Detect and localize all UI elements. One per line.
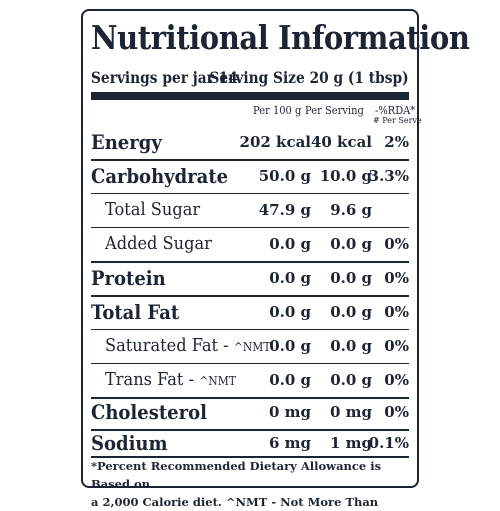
- row-divider: [91, 363, 409, 364]
- value-per-serving: 0.0 g: [330, 337, 372, 355]
- value-rda: 0%: [384, 403, 409, 421]
- servings-per-jar: Servings per jar 14: [91, 68, 238, 87]
- column-subheader-rda: # Per Serve: [373, 116, 422, 125]
- nutrition-label: Nutritional Information Servings per jar…: [81, 9, 470, 509]
- value-per-serving: 0 mg: [329, 403, 372, 421]
- nutrient-name: Protein: [91, 266, 166, 290]
- nutrient-name: Total Sugar: [105, 199, 201, 220]
- nutrient-row-protein: Protein 0.0 g 0.0 g 0%: [91, 262, 409, 294]
- nutrient-row-trans-fat: Trans Fat - ^NMT 0.0 g 0.0 g 0%: [91, 364, 409, 396]
- footnote: *Percent Recommended Dietary Allowance i…: [91, 457, 409, 511]
- footnote-line-2: a 2,000 Calorie diet. ^NMT - Not More Th…: [91, 495, 379, 509]
- column-header-per-serving: Per Serving: [305, 104, 364, 117]
- value-rda: 0%: [384, 235, 409, 253]
- value-per-serving: 10.0 g: [319, 167, 372, 185]
- nutrient-row-saturated-fat: Saturated Fat - ^NMT 0.0 g 0.0 g 0%: [91, 330, 409, 362]
- nutrient-name: Saturated Fat - ^NMT: [105, 330, 271, 363]
- nutrient-name: Added Sugar: [105, 233, 212, 254]
- serving-size: Serving Size 20 g (1 tbsp): [209, 68, 409, 87]
- nutrient-name: Sodium: [91, 431, 168, 455]
- nmt-note: ^NMT: [233, 340, 271, 354]
- value-per-100g: 0.0 g: [269, 269, 311, 287]
- value-per-serving: 40 kcal: [310, 133, 372, 151]
- value-per-100g: 0.0 g: [269, 303, 311, 321]
- row-divider: [91, 227, 409, 228]
- value-per-100g: 50.0 g: [258, 167, 311, 185]
- nutrient-name: Energy: [91, 130, 162, 154]
- value-per-serving: 9.6 g: [330, 201, 372, 219]
- nutrient-row-energy: Energy 202 kcal 40 kcal 2%: [91, 126, 409, 158]
- nutrient-row-cholesterol: Cholesterol 0 mg 0 mg 0%: [91, 396, 409, 428]
- value-rda: 0.1%: [368, 434, 409, 452]
- value-per-serving: 0.0 g: [330, 371, 372, 389]
- row-divider: [91, 329, 409, 330]
- value-rda: 3.3%: [368, 167, 409, 185]
- value-rda: 0%: [384, 269, 409, 287]
- nutrient-row-total-sugar: Total Sugar 47.9 g 9.6 g: [91, 194, 409, 226]
- nutrient-name-text: Trans Fat -: [105, 369, 200, 390]
- column-header-per-100g: Per 100 g: [253, 104, 302, 117]
- row-divider: [91, 397, 409, 399]
- nutrient-row-sodium: Sodium 6 mg 1 mg 0.1%: [91, 430, 409, 456]
- footnote-line-1: *Percent Recommended Dietary Allowance i…: [91, 459, 382, 491]
- nutrient-row-added-sugar: Added Sugar 0.0 g 0.0 g 0%: [91, 228, 409, 260]
- value-per-100g: 0 mg: [268, 403, 311, 421]
- row-divider: [91, 159, 409, 161]
- value-rda: 0%: [384, 303, 409, 321]
- label-title: Nutritional Information: [91, 18, 470, 57]
- value-per-100g: 0.0 g: [269, 337, 311, 355]
- value-rda: 0%: [384, 337, 409, 355]
- value-per-serving: 0.0 g: [330, 303, 372, 321]
- nutrient-row-total-fat: Total Fat 0.0 g 0.0 g 0%: [91, 296, 409, 328]
- nutrient-row-carbohydrate: Carbohydrate 50.0 g 10.0 g 3.3%: [91, 160, 409, 192]
- row-divider: [91, 429, 409, 431]
- nmt-note: ^NMT: [199, 374, 236, 388]
- value-rda: 0%: [384, 371, 409, 389]
- value-per-100g: 0.0 g: [269, 235, 311, 253]
- row-divider: [91, 456, 409, 458]
- nutrient-name: Carbohydrate: [91, 164, 229, 188]
- row-divider: [91, 193, 409, 194]
- value-per-100g: 6 mg: [268, 434, 311, 452]
- value-per-100g: 202 kcal: [239, 133, 311, 151]
- value-per-serving: 0.0 g: [330, 235, 372, 253]
- nutrient-name: Cholesterol: [91, 400, 207, 424]
- nutrient-name: Trans Fat - ^NMT: [105, 364, 236, 397]
- nutrient-name: Total Fat: [91, 300, 180, 324]
- row-divider: [91, 261, 409, 263]
- nutrient-name-text: Saturated Fat -: [105, 335, 234, 356]
- value-per-100g: 47.9 g: [258, 201, 311, 219]
- column-header-rda: -%RDA*: [375, 104, 416, 117]
- row-divider: [91, 295, 409, 297]
- value-rda: 2%: [384, 133, 409, 151]
- value-per-serving: 0.0 g: [330, 269, 372, 287]
- value-per-100g: 0.0 g: [269, 371, 311, 389]
- value-per-serving: 1 mg: [329, 434, 372, 452]
- header-divider: [91, 92, 409, 100]
